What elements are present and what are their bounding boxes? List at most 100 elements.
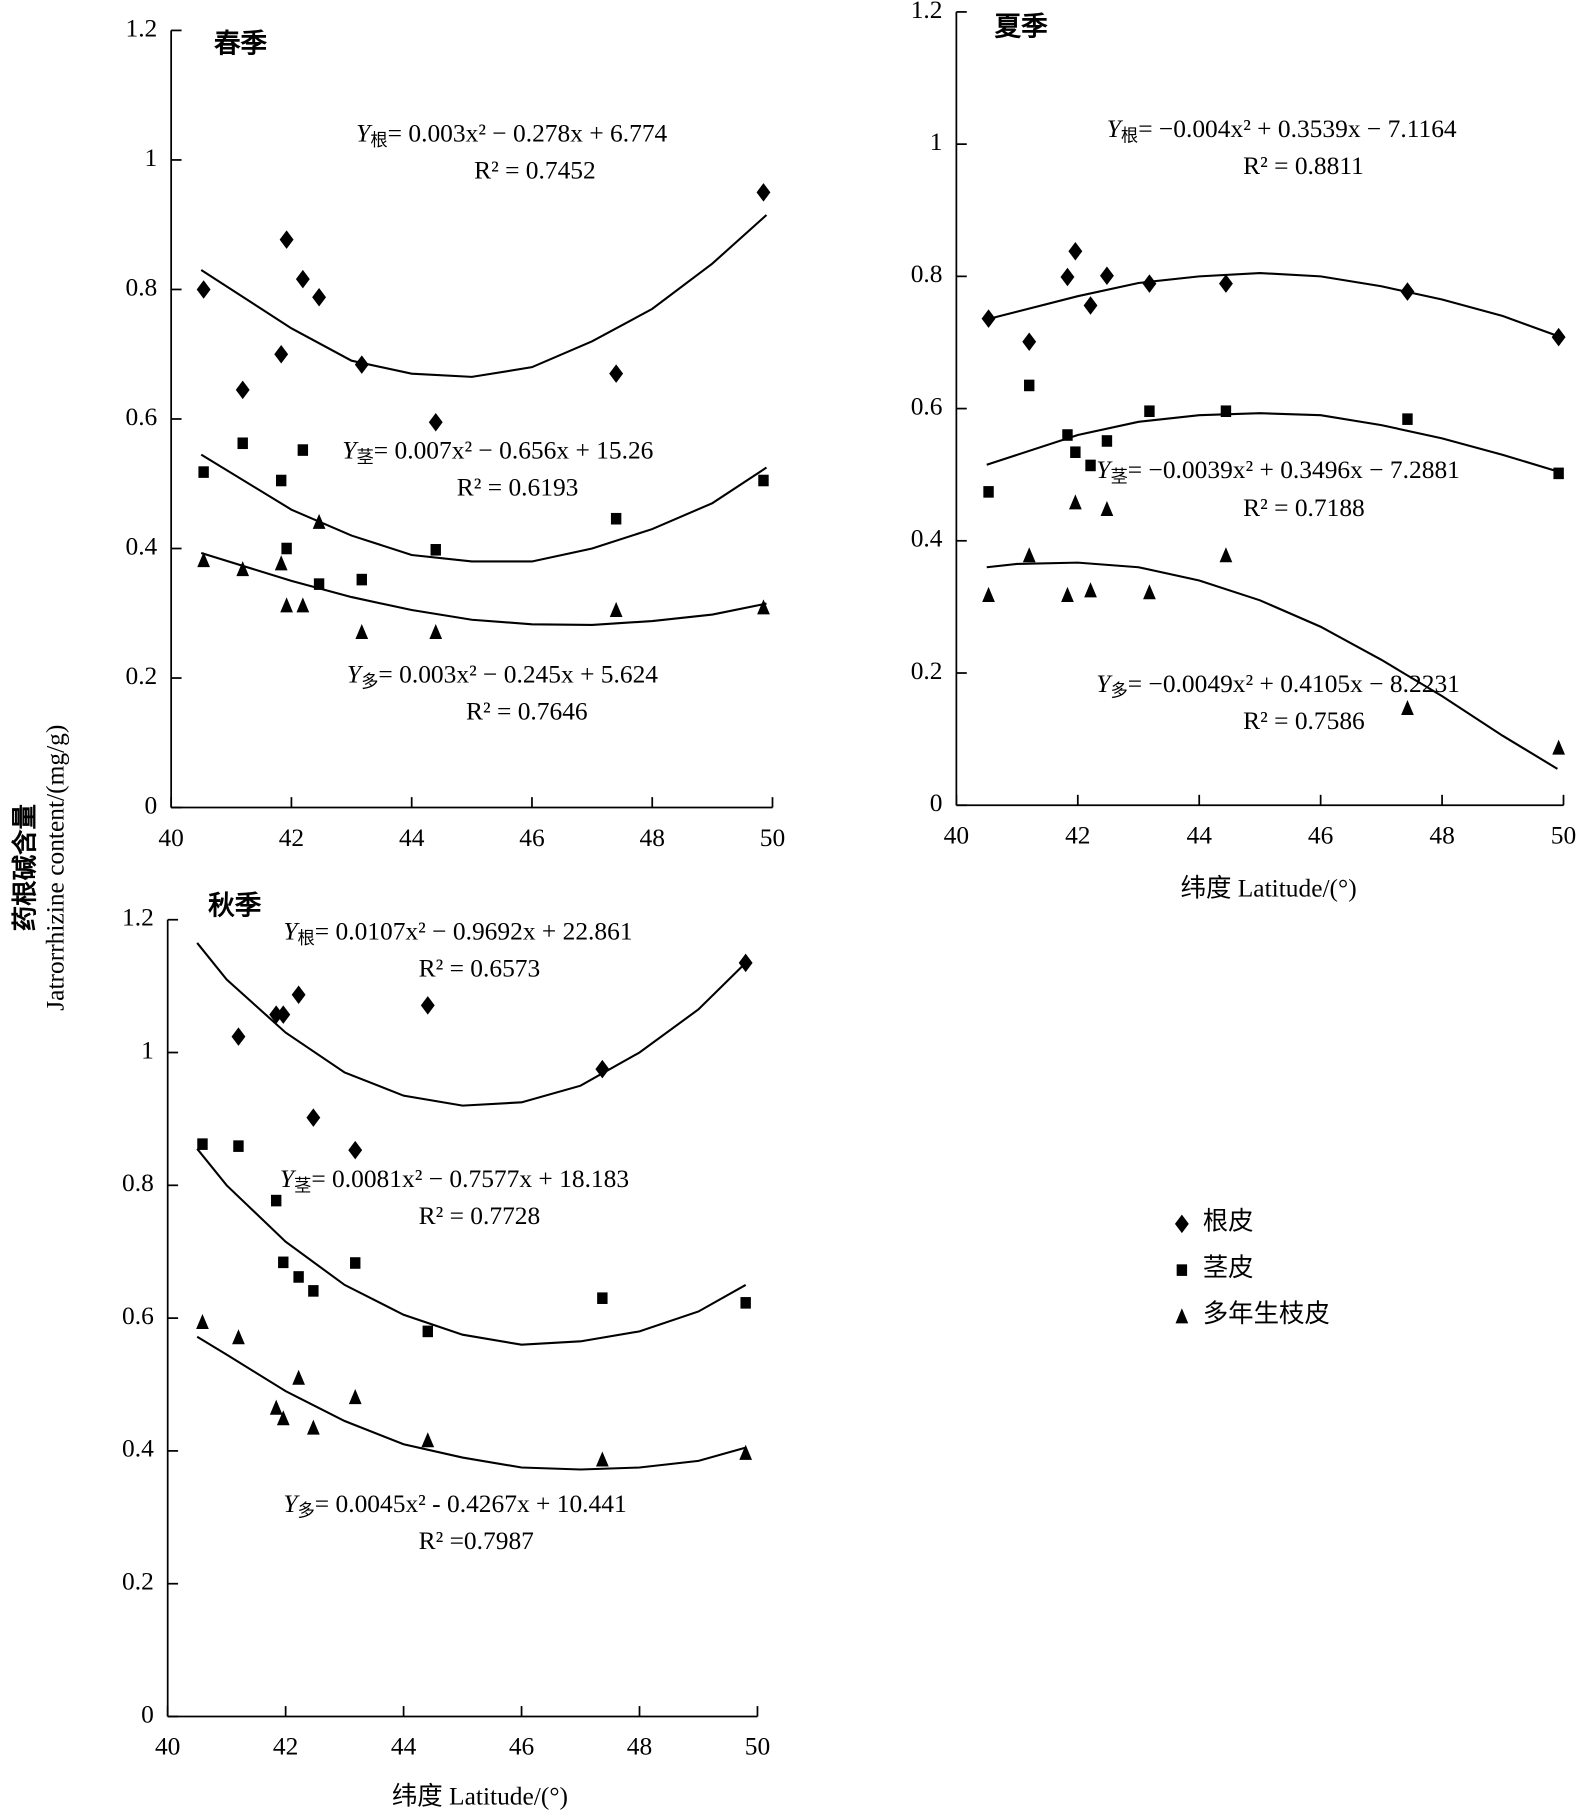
x-tick-label: 48 (627, 1732, 652, 1761)
fit-equation: Y茎= 0.0081x² − 0.7577x + 18.183 (280, 1164, 629, 1196)
square-marker (313, 578, 325, 590)
triangle-marker (595, 1451, 609, 1467)
y-tick-label: 1 (141, 1035, 154, 1064)
eq-lhs: Y (283, 1489, 300, 1518)
eq-lhs: Y (1096, 455, 1113, 484)
fit-r2: R² = 0.8811 (1243, 151, 1364, 180)
fit-equation: Y茎= −0.0039x² + 0.3496x − 7.2881 (1096, 455, 1460, 487)
triangle-marker (1401, 699, 1414, 715)
square-marker (233, 1140, 244, 1152)
eq-lhs: Y (1107, 114, 1124, 143)
x-tick-label: 46 (1308, 820, 1333, 849)
square-marker (1101, 435, 1113, 447)
diamond-marker (306, 1108, 321, 1127)
square-marker (597, 1292, 608, 1304)
triangle-marker (348, 1389, 362, 1405)
eq-sub: 茎 (356, 448, 373, 467)
square-marker (1024, 379, 1035, 392)
y-label-cn: 药根碱含量 (11, 804, 40, 931)
eq-lhs: Y (342, 435, 359, 464)
y-tick-label: 0.8 (911, 259, 943, 288)
diamond-marker (609, 364, 624, 383)
triangle-marker (1084, 582, 1097, 598)
eq-rhs: = 0.003x² − 0.245x + 5.624 (378, 660, 658, 689)
x-axis-label: 纬度 Latitude/(°) (392, 1781, 568, 1810)
square-marker (308, 1285, 319, 1297)
diamond-marker (1022, 332, 1037, 352)
y-tick-label: 0.2 (122, 1567, 154, 1596)
triangle-marker (739, 1444, 753, 1460)
eq-rhs: = 0.0045x² - 0.4267x + 10.441 (315, 1489, 627, 1518)
y-tick-label: 0.8 (122, 1168, 154, 1197)
eq-sub: 茎 (294, 1176, 311, 1195)
triangle-marker (312, 513, 326, 529)
y-tick-label: 0.6 (911, 391, 943, 420)
triangle-marker (1022, 547, 1036, 563)
triangle-marker (1219, 547, 1233, 563)
fit-curve (986, 412, 1558, 473)
y-tick-label: 0 (141, 1699, 154, 1728)
triangle-marker (306, 1419, 320, 1435)
diamond-marker (981, 309, 996, 328)
y-tick-label: 1.2 (125, 13, 157, 42)
triangle-marker (1100, 500, 1114, 517)
diamond-marker (312, 287, 327, 307)
square-marker (278, 1256, 289, 1269)
fit-curve (986, 561, 1558, 770)
triangle-marker (982, 586, 995, 602)
fit-curve (196, 942, 747, 1107)
x-tick-label: 50 (745, 1732, 770, 1761)
legend-label: 茎皮 (1203, 1253, 1254, 1282)
triangle-marker (269, 1399, 283, 1415)
triangle-marker (274, 555, 288, 571)
square-marker (430, 544, 441, 556)
triangle-marker (232, 1329, 245, 1345)
diamond-marker (1099, 266, 1114, 285)
square-marker (281, 542, 292, 555)
x-tick-label: 50 (760, 823, 785, 852)
diamond-marker (1083, 296, 1098, 315)
y-tick-label: 1 (930, 127, 943, 156)
eq-rhs: = 0.0081x² − 0.7577x + 18.183 (311, 1164, 629, 1193)
triangle-marker (197, 552, 210, 568)
triangle-marker (1069, 494, 1082, 510)
eq-sub: 多 (361, 672, 378, 691)
eq-rhs: = −0.004x² + 0.3539x − 7.1164 (1138, 114, 1457, 143)
diamond-marker (1068, 241, 1083, 261)
square-marker (293, 1271, 304, 1283)
x-tick-label: 46 (519, 823, 544, 852)
fit-r2: R² = 0.7452 (474, 155, 596, 184)
triangle-marker (1552, 739, 1566, 755)
diamond-marker (291, 985, 306, 1005)
diamond-marker (354, 355, 369, 374)
x-tick-label: 50 (1551, 820, 1576, 849)
x-tick-label: 42 (279, 823, 304, 852)
y-tick-label: 0.2 (911, 656, 943, 685)
x-tick-label: 40 (944, 820, 969, 849)
y-tick-label: 0.4 (125, 531, 157, 560)
fit-equation: Y根= −0.004x² + 0.3539x − 7.1164 (1107, 114, 1457, 146)
eq-sub: 根 (297, 929, 314, 948)
panel-title: 秋季 (208, 890, 262, 920)
square-marker (197, 1138, 208, 1150)
x-tick-label: 44 (1187, 820, 1213, 849)
triangle-marker (236, 561, 250, 577)
eq-sub: 根 (370, 131, 387, 150)
square-marker (297, 444, 309, 456)
fit-r2: R² = 0.7646 (466, 697, 588, 726)
triangle-marker (296, 597, 310, 613)
fit-curve (196, 1335, 746, 1471)
fit-r2: R² = 0.7586 (1243, 706, 1365, 735)
square-marker (758, 474, 769, 487)
diamond-marker (1060, 267, 1075, 287)
eq-lhs: Y (280, 1164, 297, 1193)
y-tick-label: 1 (145, 143, 158, 172)
fit-r2: R² = 0.6193 (457, 472, 579, 501)
fit-r2: R² = 0.6573 (419, 953, 541, 982)
fit-r2: R² = 0.7728 (419, 1201, 541, 1230)
eq-sub: 多 (1110, 682, 1127, 701)
triangle-marker (276, 1410, 290, 1426)
square-marker (275, 474, 287, 487)
